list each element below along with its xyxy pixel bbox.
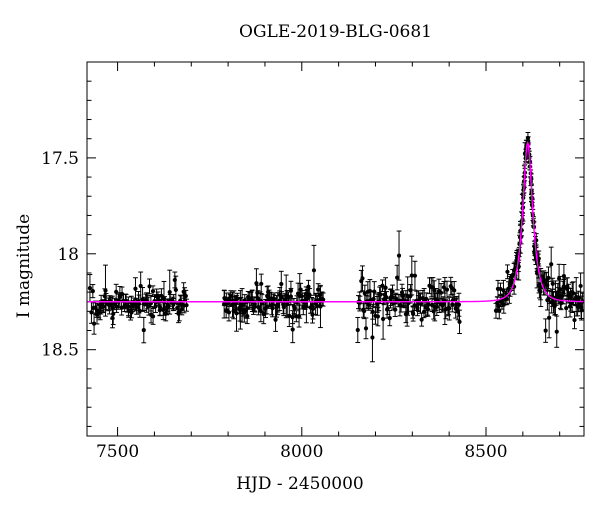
data-point [172,271,178,289]
data-point [456,292,462,317]
data-point [368,290,374,310]
data-point [101,299,107,314]
x-tick-label: 8500 [464,442,507,462]
data-points [87,131,584,363]
data-point [90,284,96,299]
data-point [320,292,326,307]
data-point [396,230,402,281]
data-point [572,310,577,330]
y-axis-label: I magnitude [14,213,34,319]
data-point [184,298,189,312]
data-point [446,296,452,321]
plot-frame [86,61,585,437]
x-tick-label: 8000 [280,442,323,462]
x-tick-label: 7500 [96,442,139,462]
data-point [543,318,549,343]
data-point [147,278,152,295]
y-tick-label: 18.5 [41,341,79,361]
data-point [363,317,369,340]
data-point [444,280,450,299]
axis-ticks [87,61,584,436]
data-point [306,279,311,294]
data-point [380,279,385,292]
data-point [258,273,264,294]
data-point [546,266,551,290]
y-tick-label: 18 [57,245,79,265]
data-point [91,312,97,335]
data-point [311,244,317,296]
data-point [244,308,250,325]
data-point [103,264,108,317]
data-point [550,277,556,290]
tick-labels: 7500 8000 8500 17.5 18 18.5 [41,149,507,462]
data-point [141,316,147,344]
data-point [133,277,138,301]
model-curve [87,141,584,303]
data-point [412,260,418,291]
data-point [286,304,292,328]
y-tick-label: 17.5 [41,149,79,169]
data-point [561,264,567,289]
data-point [419,312,425,327]
data-point [270,299,275,318]
data-point [387,310,393,327]
data-point [449,281,455,296]
data-point [392,302,398,317]
data-point [554,315,560,348]
data-point [457,309,462,335]
data-point [409,255,415,296]
data-point [394,264,400,291]
data-point [370,312,375,363]
data-point [150,307,156,325]
data-point [167,269,173,315]
data-point [355,316,361,344]
data-point [375,306,381,327]
data-point [305,289,310,308]
x-axis-label: HJD - 2450000 [236,474,364,494]
data-point [290,315,296,344]
data-point [498,282,503,296]
data-point [360,265,365,292]
plot-title: OGLE-2019-BLG-0681 [239,22,432,42]
data-point [264,299,270,315]
